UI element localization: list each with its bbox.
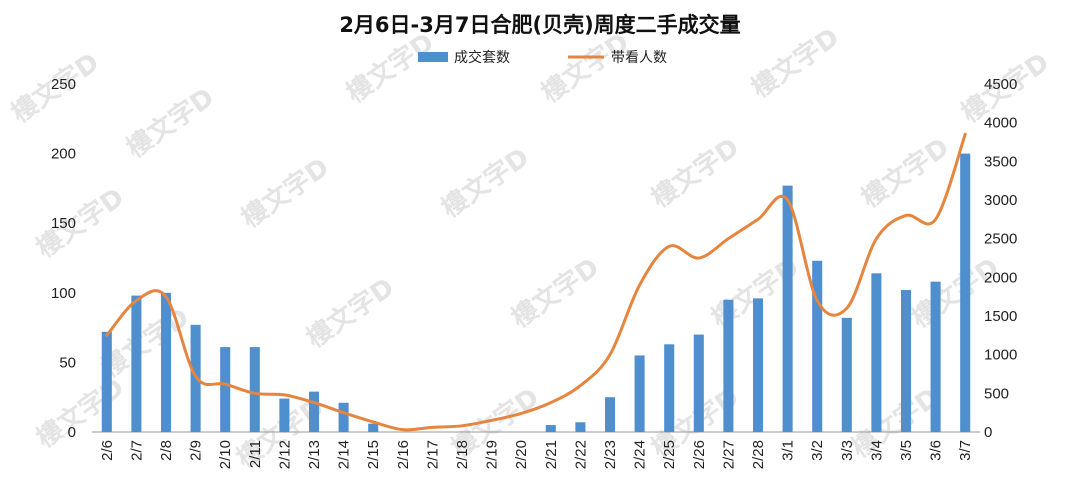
y-left-tick-label: 50: [59, 354, 76, 371]
y-right-tick-label: 500: [984, 385, 1009, 402]
watermark-text: 樓文字D: [120, 82, 219, 165]
bar: [693, 334, 704, 432]
line-series: [105, 132, 967, 432]
watermark-text: 樓文字D: [435, 142, 534, 225]
x-tick-label: 2/21: [543, 440, 560, 469]
bar: [930, 281, 941, 432]
y-left-tick-label: 200: [51, 146, 76, 163]
bar: [634, 355, 645, 432]
x-tick-label: 2/12: [276, 440, 293, 469]
watermark-text: 樓文字D: [340, 27, 439, 110]
watermark-text: 樓文字D: [235, 152, 334, 235]
bar-series: [101, 153, 971, 432]
bar: [752, 298, 764, 432]
bar: [871, 273, 882, 432]
x-tick-label: 2/8: [158, 440, 175, 461]
bar: [368, 423, 379, 432]
y-right-tick-label: 2500: [984, 231, 1017, 248]
x-tick-label: 3/4: [868, 440, 885, 461]
x-tick-label: 2/28: [750, 440, 767, 469]
y-left-tick-label: 100: [51, 285, 76, 302]
bar: [220, 347, 231, 432]
x-tick-label: 3/5: [898, 440, 915, 461]
legend-bar-label: 成交套数: [454, 49, 510, 66]
x-tick-label: 3/7: [957, 440, 974, 461]
y-left-tick-label: 0: [68, 424, 76, 441]
bar: [101, 331, 112, 432]
bar: [545, 425, 556, 432]
x-tick-label: 2/9: [188, 440, 205, 461]
bar: [723, 299, 734, 432]
watermark-text: 樓文字D: [745, 22, 844, 105]
watermark-text: 樓文字D: [505, 252, 604, 335]
x-tick-label: 2/13: [306, 440, 323, 469]
x-tick-label: 3/6: [928, 440, 945, 461]
x-tick-label: 2/22: [572, 440, 589, 469]
legend-line-label: 带看人数: [611, 50, 667, 66]
bar: [900, 290, 912, 432]
axes: 0501001502002500500100015002000250030003…: [51, 76, 1017, 441]
x-tick-label: 2/24: [632, 440, 649, 469]
bar: [575, 422, 586, 432]
y-right-tick-label: 0: [984, 424, 992, 441]
x-tick-label: 2/7: [128, 440, 145, 461]
x-tick-label: 2/18: [454, 440, 471, 469]
legend-bar-swatch: [418, 52, 448, 62]
watermark-text: 樓文字D: [535, 27, 634, 110]
bar: [782, 185, 793, 432]
y-right-tick-label: 2000: [984, 269, 1017, 286]
x-tick-label: 2/10: [217, 440, 234, 469]
watermark-text: 樓文字D: [855, 132, 954, 215]
bar: [338, 402, 349, 432]
bar: [604, 397, 616, 432]
y-right-tick-label: 1000: [984, 347, 1017, 364]
x-axis-ticks: 2/6 2/7 2/8 2/9 2/10 2/11 2/12 2/13 2/14 2/15 2/16…: [99, 440, 974, 469]
x-tick-label: 3/2: [809, 440, 826, 461]
bar: [160, 292, 172, 432]
x-tick-label: 3/3: [839, 440, 856, 461]
x-tick-label: 2/25: [661, 440, 678, 469]
watermark-text: 樓文字D: [300, 272, 399, 355]
x-tick-label: 2/19: [484, 440, 501, 469]
x-tick-label: 2/20: [513, 440, 530, 469]
bar: [308, 391, 320, 432]
x-tick-label: 3/1: [780, 440, 797, 461]
y-right-tick-label: 4500: [984, 76, 1017, 93]
x-tick-label: 2/26: [691, 440, 708, 469]
bar: [249, 347, 260, 432]
bar: [841, 317, 852, 432]
x-tick-label: 2/17: [424, 440, 441, 469]
y-left-tick-label: 150: [51, 215, 76, 232]
bar: [960, 153, 971, 432]
y-right-tick-label: 1500: [984, 308, 1017, 325]
y-right-tick-label: 4000: [984, 115, 1017, 132]
y-right-tick-label: 3500: [984, 153, 1017, 170]
x-tick-label: 2/6: [99, 440, 116, 461]
x-tick-label: 2/15: [365, 440, 382, 469]
x-tick-label: 2/11: [247, 440, 264, 468]
legend: 成交套数 带看人数: [418, 49, 667, 66]
bar: [812, 260, 823, 432]
x-tick-label: 2/14: [336, 440, 353, 469]
series-line: [105, 132, 967, 432]
x-tick-label: 2/23: [602, 440, 619, 469]
chart-title: 2月6日-3月7日合肥(贝壳)周度二手成交量: [339, 13, 740, 37]
bar: [664, 344, 675, 432]
y-right-tick-label: 3000: [984, 192, 1017, 209]
watermark-text: 樓文字D: [30, 182, 129, 265]
watermark-text: 樓文字D: [645, 132, 744, 215]
bar: [279, 398, 290, 432]
bar: [131, 295, 142, 432]
y-left-tick-label: 250: [51, 76, 76, 93]
x-tick-label: 2/27: [720, 440, 737, 469]
x-tick-label: 2/16: [395, 440, 412, 469]
